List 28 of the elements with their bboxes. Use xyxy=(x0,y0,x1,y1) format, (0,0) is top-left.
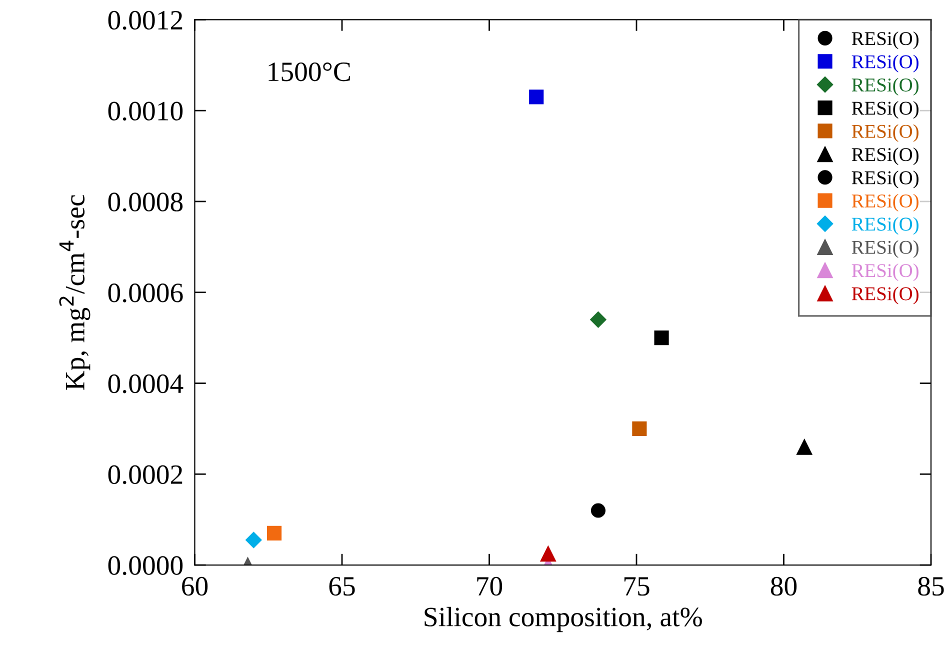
y-axis-title: Kp, mg$^{2}$/cm$^{4}$-sec xyxy=(59,195,90,390)
x-tick-label: 60 xyxy=(182,576,208,596)
x-axis-title: Silicon composition, at% xyxy=(424,606,702,632)
x-tick-label: 70 xyxy=(477,576,502,596)
x-tick-label: 65 xyxy=(329,577,355,596)
y-tick-label: 0.0012 xyxy=(108,10,182,30)
legend-label: RESi(O) xyxy=(852,147,918,166)
x-tick-label: 75 xyxy=(624,577,650,596)
legend-label: RESi(O) xyxy=(852,124,918,142)
legend-label: RESi(O) xyxy=(852,54,918,72)
annotation: 1500°C xyxy=(268,62,350,82)
y-tick-label: 0.0006 xyxy=(108,284,183,302)
y-tick-label: 0.0002 xyxy=(108,465,182,484)
legend-label: RESi(O) xyxy=(852,78,918,96)
legend-label: RESi(O) xyxy=(852,170,918,188)
legend-label: RESi(O) xyxy=(852,31,918,50)
legend-label: RESi(O) xyxy=(852,194,918,212)
y-tick-label: 0.0008 xyxy=(108,192,183,212)
legend-label: RESi(O) xyxy=(852,101,918,119)
x-tick-label: 85 xyxy=(918,576,944,596)
legend-label: RESi(O) xyxy=(852,286,918,304)
legend-label: RESi(O) xyxy=(852,263,918,282)
legend-label: RESi(O) xyxy=(852,217,918,235)
y-tick-label: 0.0010 xyxy=(108,102,183,121)
legend-label: RESi(O) xyxy=(852,240,918,258)
y-tick-label: 0.0004 xyxy=(108,374,184,394)
y-tick-label: 0.0000 xyxy=(108,556,183,576)
x-tick-label: 80 xyxy=(770,576,797,596)
